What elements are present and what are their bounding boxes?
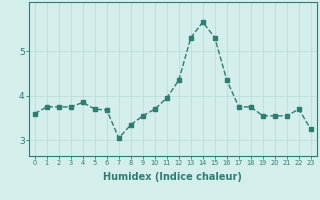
X-axis label: Humidex (Indice chaleur): Humidex (Indice chaleur) [103,172,242,182]
